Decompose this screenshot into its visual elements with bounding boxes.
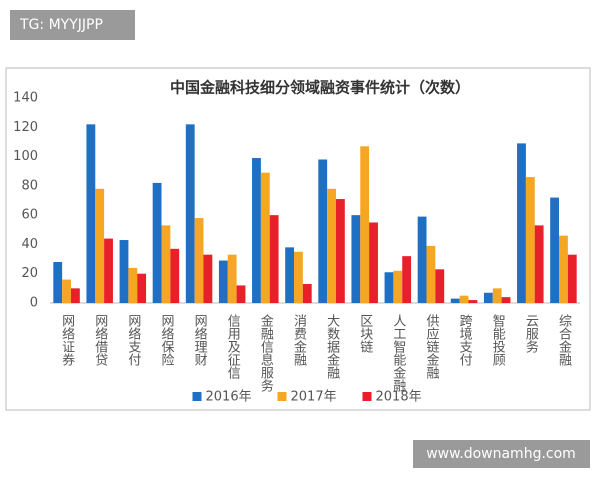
bar xyxy=(95,188,105,303)
bar xyxy=(152,182,162,303)
x-tick-label: 消费金融 xyxy=(291,314,307,366)
bar xyxy=(468,300,478,303)
bar xyxy=(567,254,577,303)
bar xyxy=(137,273,147,303)
bar xyxy=(369,222,378,303)
watermark: www.downamhg.com xyxy=(426,446,576,462)
bar xyxy=(335,199,345,303)
x-tick-label: 综合金融 xyxy=(556,314,572,366)
bar xyxy=(203,254,213,303)
bar xyxy=(161,225,171,303)
bar xyxy=(252,158,261,303)
watermark-box xyxy=(10,10,135,40)
bar xyxy=(459,295,469,303)
x-tick-label: 信用及征信 xyxy=(225,314,241,379)
y-tick-label: 80 xyxy=(21,178,38,193)
legend-swatch xyxy=(362,392,372,401)
watermark: TG: MYYJJPP xyxy=(19,17,103,33)
bar xyxy=(402,256,412,303)
x-tick-label: 区块链 xyxy=(357,314,373,354)
bar xyxy=(327,188,336,303)
bar xyxy=(119,240,129,303)
y-tick-label: 20 xyxy=(21,266,38,281)
x-tick-label: 金融信息服务 xyxy=(258,313,274,392)
bar xyxy=(185,124,195,303)
bar xyxy=(351,215,361,303)
x-tick-label: 网络保险 xyxy=(158,314,174,366)
bar xyxy=(128,267,138,303)
legend-swatch xyxy=(277,392,287,401)
bar xyxy=(534,225,544,303)
x-tick-label: 跨境支付 xyxy=(457,314,473,366)
bar xyxy=(393,270,403,303)
bar xyxy=(318,159,328,303)
bar xyxy=(194,218,204,303)
bar xyxy=(86,124,96,303)
y-tick-label: 100 xyxy=(13,149,38,164)
bar xyxy=(501,297,511,303)
bar xyxy=(559,235,568,303)
bar xyxy=(227,254,237,303)
legend-label: 2016年 xyxy=(206,390,252,405)
bar xyxy=(435,269,445,303)
x-tick-label: 云服务 xyxy=(523,314,539,353)
bar xyxy=(53,262,63,303)
bar xyxy=(170,248,180,303)
bar xyxy=(360,146,370,303)
bar xyxy=(62,279,71,303)
bar xyxy=(104,238,113,303)
bar xyxy=(260,172,270,303)
bar xyxy=(483,292,493,303)
bar xyxy=(450,298,460,303)
bar xyxy=(426,245,436,303)
y-tick-label: 40 xyxy=(21,237,38,252)
x-tick-label: 人工智能金融 xyxy=(390,314,406,392)
y-tick-label: 0 xyxy=(30,296,38,311)
bar xyxy=(285,247,295,303)
bar xyxy=(492,288,502,303)
bar xyxy=(218,260,228,303)
bar xyxy=(550,197,560,303)
bar xyxy=(236,285,246,303)
y-tick-label: 60 xyxy=(21,208,38,223)
legend-swatch xyxy=(192,392,202,401)
y-tick-label: 140 xyxy=(13,91,38,106)
x-tick-label: 网络证券 xyxy=(59,314,75,366)
bar xyxy=(302,283,312,303)
x-tick-label: 供应链金融 xyxy=(423,314,439,379)
bar xyxy=(294,251,303,303)
x-tick-label: 智能投顾 xyxy=(490,314,506,367)
y-tick-label: 120 xyxy=(13,120,38,135)
watermark-box xyxy=(413,440,590,468)
bar xyxy=(269,215,279,303)
x-tick-label: 网络理财 xyxy=(192,314,208,366)
bar xyxy=(70,288,80,303)
bar xyxy=(517,143,526,303)
legend-label: 2018年 xyxy=(376,390,422,405)
x-tick-label: 大数据金融 xyxy=(324,314,340,379)
x-tick-label: 网络借贷 xyxy=(92,314,108,366)
legend-label: 2017年 xyxy=(291,390,337,405)
chart-title: 中国金融科技细分领域融资事件统计（次数） xyxy=(170,79,470,97)
x-tick-label: 网络支付 xyxy=(125,314,141,366)
bar xyxy=(384,272,394,303)
bar xyxy=(525,177,535,303)
bar xyxy=(417,216,427,303)
